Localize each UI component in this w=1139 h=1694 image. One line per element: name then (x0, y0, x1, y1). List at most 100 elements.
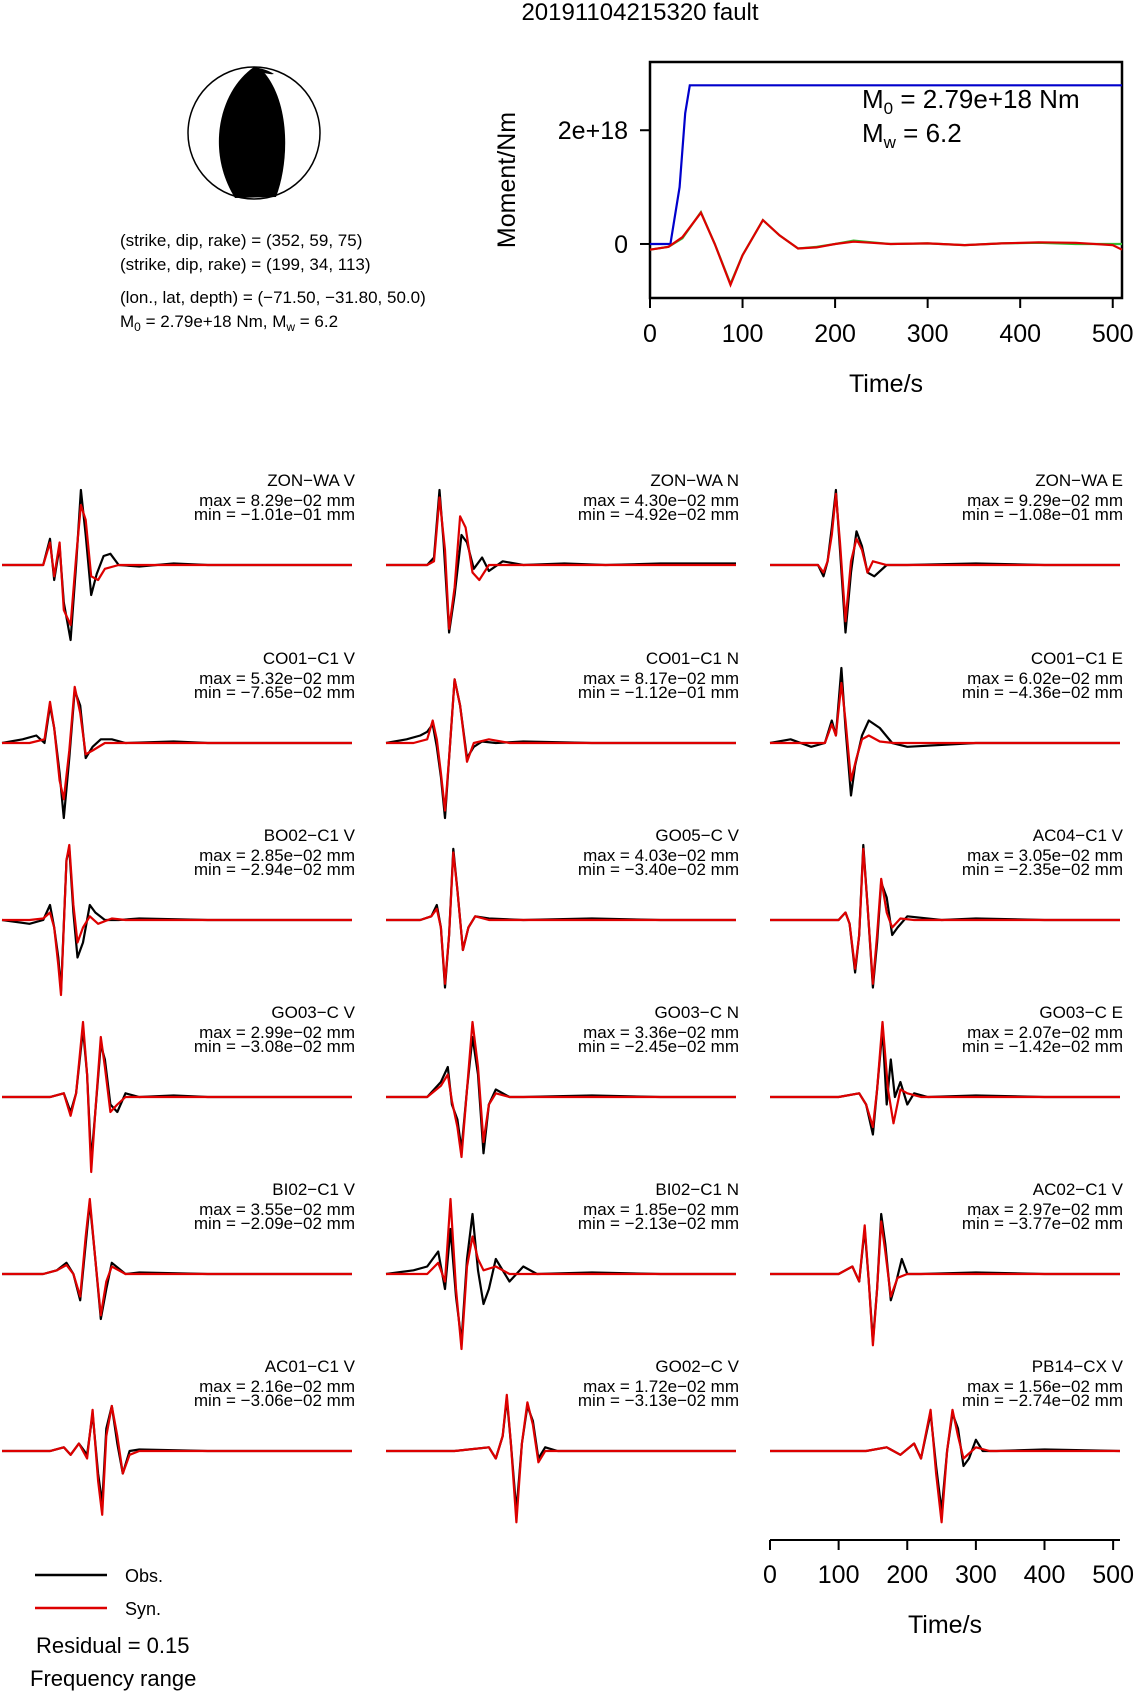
moment-series-line-synthetic (650, 213, 1122, 285)
beachball-icon (188, 67, 320, 199)
waveform-panel: GO03−C Nmax = 3.36e−02 mmmin = −2.45e−02… (386, 1003, 739, 1157)
synthetic-trace (770, 1410, 1120, 1523)
waveform-xtick-label: 500 (1092, 1561, 1134, 1589)
moment-xlabel: Time/s (849, 370, 923, 398)
legend-obs-label: Obs. (125, 1566, 163, 1586)
trace-min-label: min = −2.94e−02 mm (194, 860, 355, 879)
trace-min-label: min = −3.08e−02 mm (194, 1037, 355, 1056)
waveform-xlabel: Time/s (908, 1611, 982, 1639)
trace-min-label: min = −1.08e−01 mm (962, 505, 1123, 524)
mechanism-line-1: (strike, dip, rake) = (352, 59, 75) (120, 231, 362, 250)
waveform-panel: CO01−C1 Vmax = 5.32e−02 mmmin = −7.65e−0… (2, 649, 356, 818)
trace-min-label: min = −2.45e−02 mm (578, 1037, 739, 1056)
station-label: GO03−C V (271, 1003, 355, 1022)
observed-trace (2, 1406, 352, 1504)
mechanism-info: (strike, dip, rake) = (352, 59, 75) (str… (120, 231, 426, 334)
moment-xtick-label: 200 (814, 320, 856, 348)
page-title: 20191104215320 fault (521, 0, 758, 26)
waveform-panel: ZON−WA Emax = 9.29e−02 mmmin = −1.08e−01… (770, 471, 1123, 633)
trace-min-label: min = −3.13e−02 mm (578, 1391, 739, 1410)
moment-chart: 010020030040050002e+18 Moment/Nm Time/s … (493, 62, 1134, 398)
residual-text: Residual = 0.15 (36, 1633, 190, 1658)
waveform-xtick-label: 200 (886, 1561, 928, 1589)
trace-min-label: min = −1.01e−01 mm (194, 505, 355, 524)
trace-min-label: min = −1.42e−02 mm (962, 1037, 1123, 1056)
mechanism-line-3: (lon., lat, depth) = (−71.50, −31.80, 50… (120, 288, 426, 307)
frequency-range-text: Frequency range (30, 1666, 196, 1691)
station-label: GO05−C V (655, 826, 739, 845)
synthetic-trace (770, 1222, 1120, 1346)
waveform-xtick-label: 0 (763, 1561, 777, 1589)
waveform-xtick-label: 100 (818, 1561, 860, 1589)
observed-trace (770, 1214, 1120, 1342)
observed-trace (770, 1414, 1120, 1512)
moment-axes: 010020030040050002e+18 (558, 117, 1134, 348)
waveform-panel: ZON−WA Nmax = 4.30e−02 mmmin = −4.92e−02… (386, 471, 739, 633)
station-label: BI02−C1 V (272, 1180, 355, 1199)
mechanism-line-4: M0 = 2.79e+18 Nm, Mw = 6.2 (120, 312, 338, 334)
waveform-panel: BO02−C1 Vmax = 2.85e−02 mmmin = −2.94e−0… (2, 826, 356, 995)
station-label: BO02−C1 V (264, 826, 356, 845)
waveform-panel: AC01−C1 Vmax = 2.16e−02 mmmin = −3.06e−0… (2, 1357, 356, 1515)
trace-min-label: min = −4.92e−02 mm (578, 505, 739, 524)
trace-min-label: min = −2.09e−02 mm (194, 1214, 355, 1233)
moment-xtick-label: 500 (1092, 320, 1134, 348)
trace-min-label: min = −3.06e−02 mm (194, 1391, 355, 1410)
station-label: GO02−C V (655, 1357, 739, 1376)
trace-min-label: min = −2.35e−02 mm (962, 860, 1123, 879)
moment-ytick-label: 0 (614, 231, 628, 259)
station-label: GO03−C N (654, 1003, 739, 1022)
waveform-grid: ZON−WA Vmax = 8.29e−02 mmmin = −1.01e−01… (2, 471, 1124, 1522)
trace-min-label: min = −3.77e−02 mm (962, 1214, 1123, 1233)
waveform-panel: BI02−C1 Nmax = 1.85e−02 mmmin = −2.13e−0… (386, 1180, 739, 1349)
moment-m0-annotation: M0 = 2.79e+18 Nm (862, 84, 1080, 118)
waveform-panel: GO03−C Vmax = 2.99e−02 mmmin = −3.08e−02… (2, 1003, 356, 1172)
observed-trace (2, 691, 352, 819)
synthetic-trace (2, 687, 352, 800)
moment-ylabel: Moment/Nm (493, 112, 521, 248)
trace-min-label: min = −1.12e−01 mm (578, 683, 739, 702)
legend: Obs. Syn. Residual = 0.15 Frequency rang… (30, 1566, 196, 1691)
trace-min-label: min = −4.36e−02 mm (962, 683, 1123, 702)
waveform-panel: PB14−CX Vmax = 1.56e−02 mmmin = −2.74e−0… (770, 1357, 1124, 1522)
waveform-xtick-label: 300 (955, 1561, 997, 1589)
waveform-panel: GO02−C Vmax = 1.72e−02 mmmin = −3.13e−02… (386, 1357, 740, 1522)
observed-trace (386, 1399, 736, 1512)
station-label: CO01−C1 V (263, 649, 356, 668)
trace-min-label: min = −2.13e−02 mm (578, 1214, 739, 1233)
waveform-panel: ZON−WA Vmax = 8.29e−02 mmmin = −1.01e−01… (2, 471, 356, 640)
waveform-time-axis: 0 100 200 300 400 500 (763, 1540, 1134, 1589)
synthetic-trace (386, 1395, 736, 1523)
station-label: ZON−WA N (650, 471, 739, 490)
waveform-panel: CO01−C1 Nmax = 8.17e−02 mmmin = −1.12e−0… (386, 649, 739, 818)
station-label: AC01−C1 V (265, 1357, 356, 1376)
waveform-panel: AC04−C1 Vmax = 3.05e−02 mmmin = −2.35e−0… (770, 826, 1124, 988)
moment-mw-annotation: Mw = 6.2 (862, 118, 962, 152)
station-label: AC02−C1 V (1033, 1180, 1124, 1199)
waveform-panel: AC02−C1 Vmax = 2.97e−02 mmmin = −3.77e−0… (770, 1180, 1124, 1345)
synthetic-trace (2, 1406, 352, 1515)
station-label: GO03−C E (1039, 1003, 1123, 1022)
moment-xtick-label: 0 (643, 320, 657, 348)
observed-trace (386, 1214, 736, 1342)
waveform-xtick-label: 400 (1024, 1561, 1066, 1589)
waveform-panel: GO03−C Emax = 2.07e−02 mmmin = −1.42e−02… (770, 1003, 1123, 1135)
station-label: AC04−C1 V (1033, 826, 1124, 845)
station-label: PB14−CX V (1032, 1357, 1124, 1376)
station-label: BI02−C1 N (655, 1180, 739, 1199)
moment-xtick-label: 300 (907, 320, 949, 348)
moment-series-line-green (650, 212, 1122, 284)
station-label: ZON−WA V (267, 471, 355, 490)
legend-syn-label: Syn. (125, 1599, 161, 1619)
trace-min-label: min = −3.40e−02 mm (578, 860, 739, 879)
mechanism-line-2: (strike, dip, rake) = (199, 34, 113) (120, 255, 371, 274)
trace-min-label: min = −7.65e−02 mm (194, 683, 355, 702)
station-label: ZON−WA E (1035, 471, 1123, 490)
station-label: CO01−C1 N (646, 649, 739, 668)
waveform-panel: GO05−C Vmax = 4.03e−02 mmmin = −3.40e−02… (386, 826, 740, 988)
trace-min-label: min = −2.74e−02 mm (962, 1391, 1123, 1410)
moment-xtick-label: 400 (999, 320, 1041, 348)
waveform-panel: CO01−C1 Emax = 6.02e−02 mmmin = −4.36e−0… (770, 649, 1123, 796)
moment-ytick-label: 2e+18 (558, 117, 628, 145)
